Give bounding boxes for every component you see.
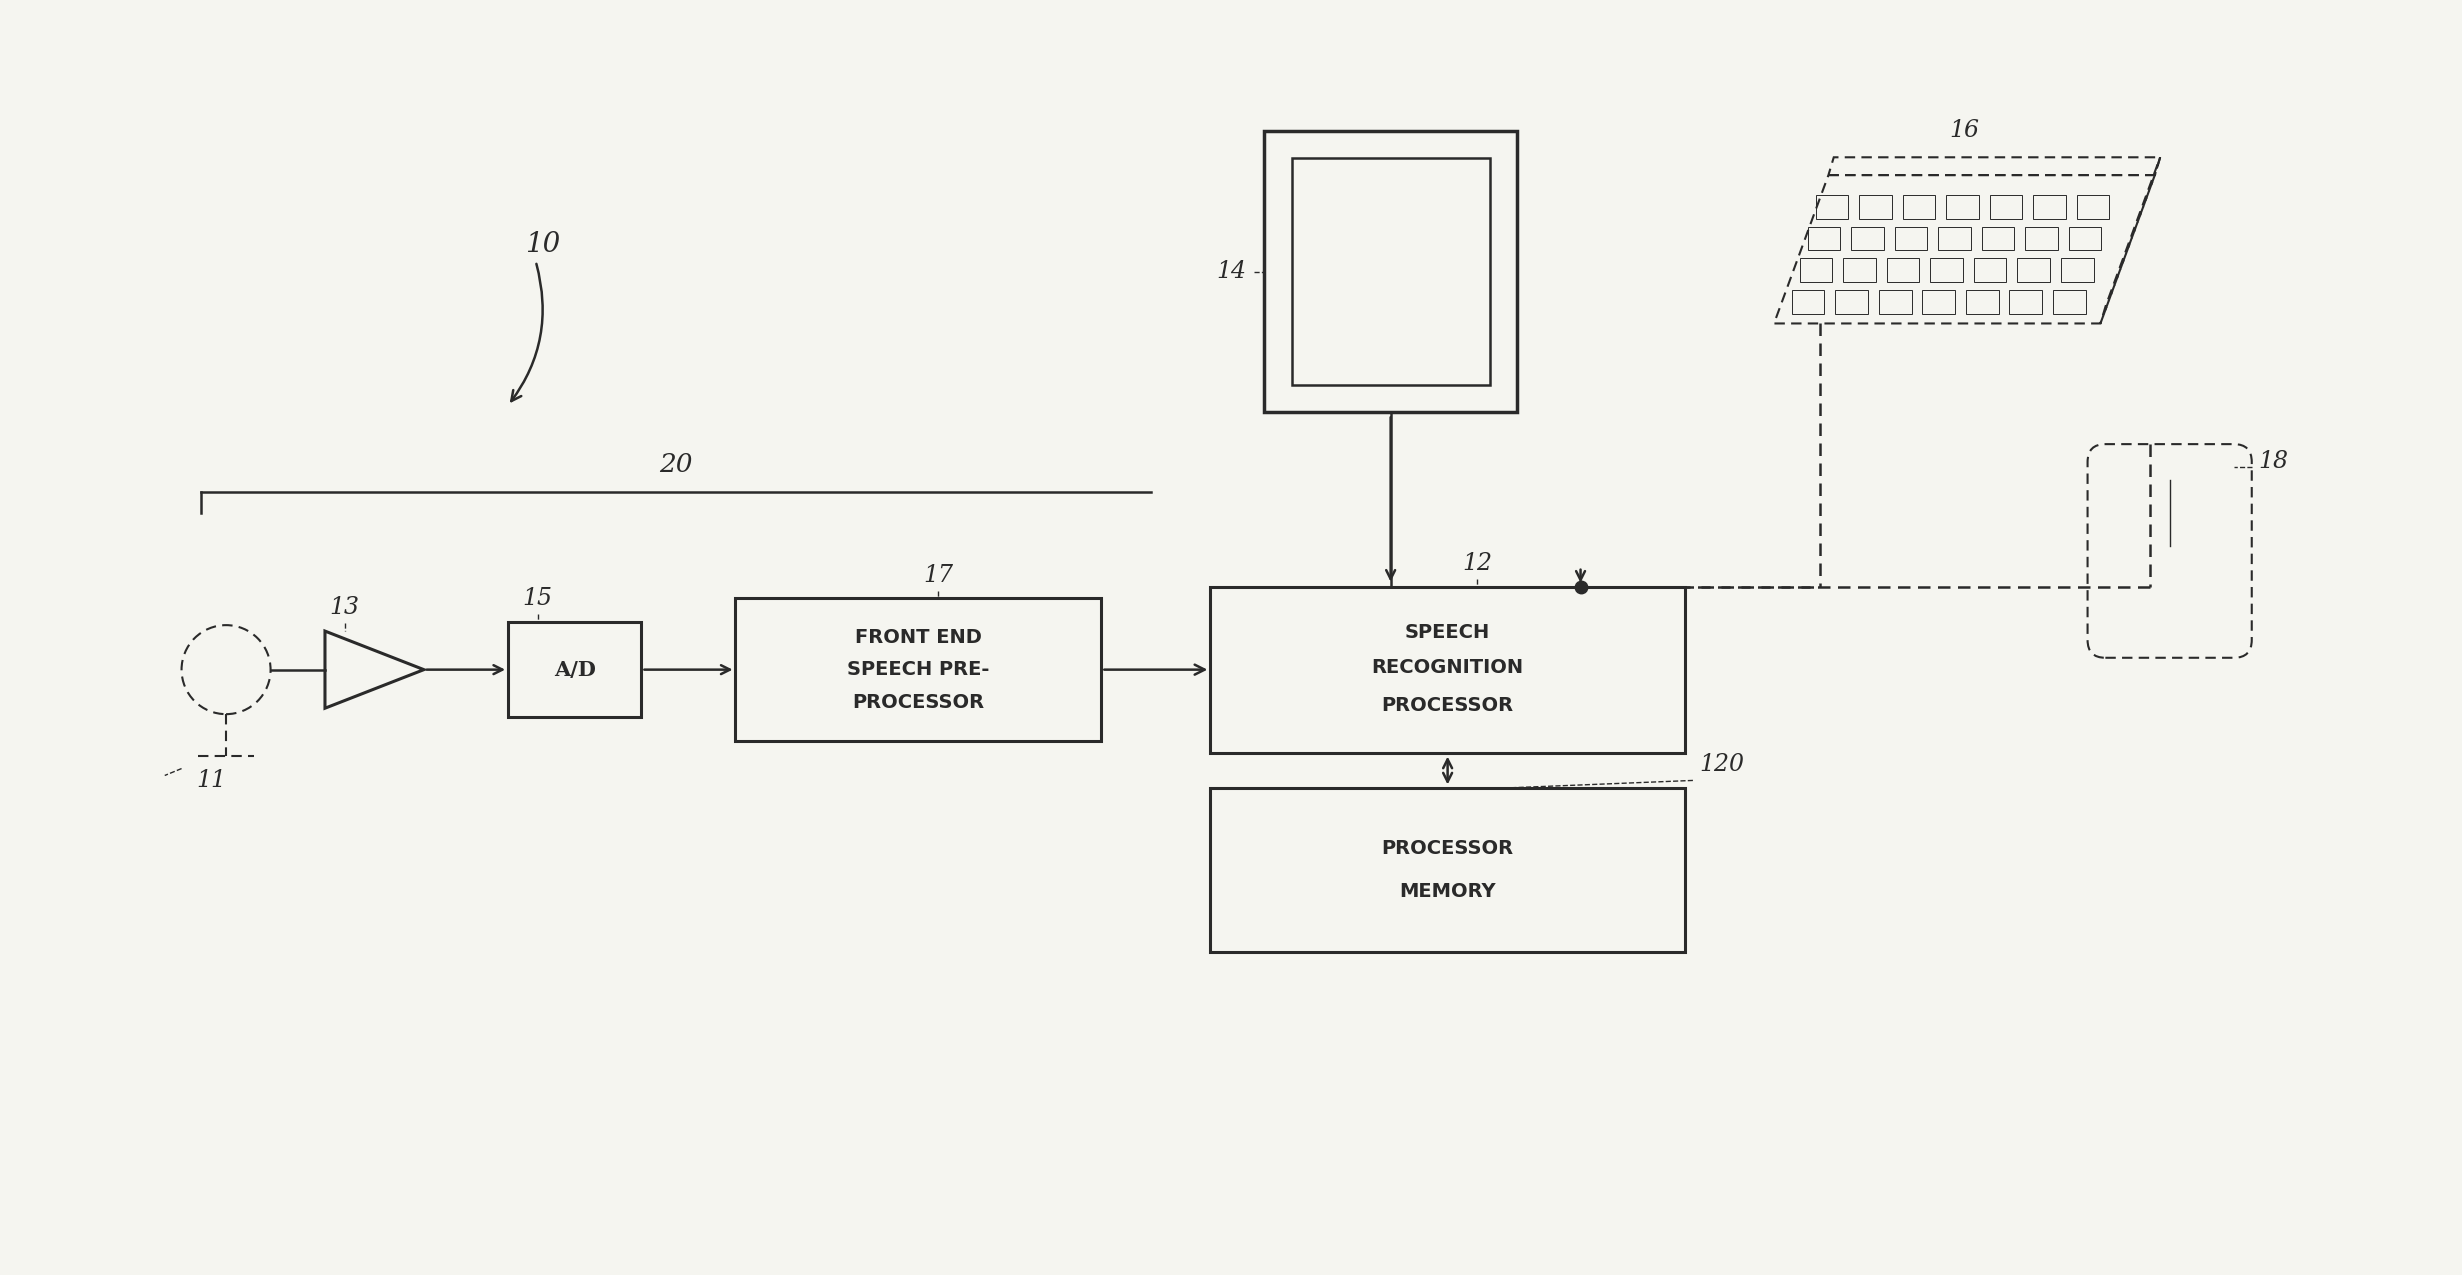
- Bar: [736, 598, 1101, 741]
- Bar: [1879, 289, 1911, 314]
- Text: RECOGNITION: RECOGNITION: [1371, 658, 1524, 677]
- Text: 18: 18: [2258, 450, 2290, 473]
- Text: 14: 14: [1216, 260, 1246, 283]
- Bar: [2068, 227, 2103, 250]
- Bar: [2061, 258, 2093, 282]
- Text: 16: 16: [1950, 120, 1979, 143]
- Bar: [1807, 227, 1839, 250]
- Bar: [1982, 227, 2014, 250]
- Bar: [1989, 195, 2021, 218]
- Text: 15: 15: [522, 588, 551, 611]
- Bar: [1945, 195, 1979, 218]
- Bar: [1859, 195, 1891, 218]
- Bar: [2053, 289, 2085, 314]
- Bar: [2075, 195, 2110, 218]
- Bar: [1844, 258, 1876, 282]
- Text: PROCESSOR: PROCESSOR: [852, 692, 985, 711]
- Bar: [507, 622, 643, 717]
- Text: SPEECH PRE-: SPEECH PRE-: [847, 660, 990, 680]
- Bar: [1263, 130, 1517, 413]
- Bar: [1965, 289, 1999, 314]
- Bar: [1800, 258, 1832, 282]
- Text: 10: 10: [524, 231, 561, 258]
- Bar: [1938, 227, 1972, 250]
- Text: 17: 17: [923, 564, 953, 586]
- Text: SPEECH: SPEECH: [1406, 622, 1490, 641]
- Bar: [1834, 289, 1869, 314]
- Bar: [1211, 788, 1684, 951]
- Bar: [1293, 158, 1490, 385]
- Text: PROCESSOR: PROCESSOR: [1381, 839, 1514, 858]
- Text: MEMORY: MEMORY: [1398, 882, 1497, 901]
- Text: A/D: A/D: [554, 659, 596, 680]
- Text: PROCESSOR: PROCESSOR: [1381, 696, 1514, 715]
- Bar: [1851, 227, 1883, 250]
- Text: 20: 20: [660, 451, 692, 477]
- Bar: [1975, 258, 2007, 282]
- Bar: [2009, 289, 2041, 314]
- Bar: [2034, 195, 2066, 218]
- Bar: [1896, 227, 1928, 250]
- Bar: [2016, 258, 2051, 282]
- Bar: [1903, 195, 1935, 218]
- Text: 120: 120: [1699, 754, 1746, 776]
- Bar: [1923, 289, 1955, 314]
- Bar: [1211, 586, 1684, 752]
- Bar: [2026, 227, 2058, 250]
- Bar: [1814, 195, 1849, 218]
- Text: 13: 13: [330, 597, 359, 620]
- Bar: [1792, 289, 1824, 314]
- Text: 12: 12: [1462, 552, 1492, 575]
- Text: FRONT END: FRONT END: [854, 627, 982, 646]
- Text: 11: 11: [197, 769, 227, 792]
- Bar: [1930, 258, 1962, 282]
- Bar: [1886, 258, 1920, 282]
